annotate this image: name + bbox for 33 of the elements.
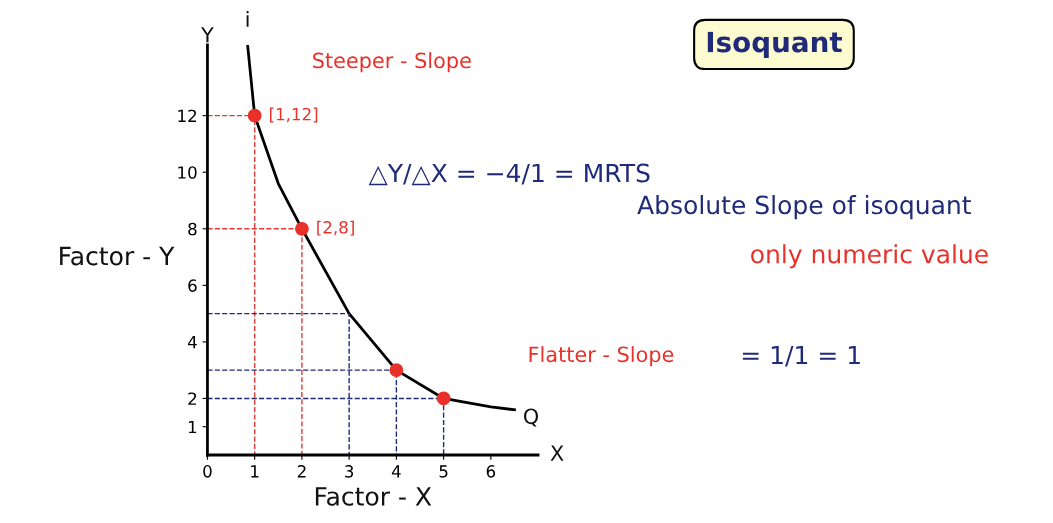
annotation: △Y/△X = −4/1 = MRTS [368,163,650,186]
text: = 1/1 = 1 [742,345,860,367]
annotation: [2,8] [317,220,354,236]
annotation: [1,12] [270,107,318,123]
text: Y [201,27,214,43]
text: only numeric value [751,244,988,269]
y-tick-label: 2 [188,392,197,405]
x-tick-label: 6 [486,465,496,478]
annotation: Q [523,408,539,427]
annotation: Flatter - Slope [529,346,674,367]
x-tick-label: 0 [203,465,212,478]
text: Isoquant [707,31,843,58]
x-tick-label: 3 [345,465,354,478]
x-axis-title: Factor - X [315,487,432,506]
text: Absolute Slope of isoquant [637,195,971,220]
annotation: Steeper - Slope [313,52,471,73]
y-tick-label: 12 [178,109,197,123]
x-tick-label: 4 [391,465,401,478]
y-tick-label: 10 [178,166,197,179]
x-tick-label: 2 [297,465,306,478]
annotation: i [246,10,249,27]
point [436,391,451,406]
y-axis-title: Factor - Y [60,246,175,266]
y-tick-label: 4 [187,336,197,349]
x-tick-label: 1 [251,465,259,478]
x-tick-label: 5 [439,465,448,478]
y-tick-label: 1 [188,420,197,434]
point [295,221,309,236]
point [247,108,262,123]
point [389,363,404,378]
text: X [550,445,564,461]
y-tick-label: 6 [188,279,197,292]
y-tick-label: 8 [188,222,197,236]
